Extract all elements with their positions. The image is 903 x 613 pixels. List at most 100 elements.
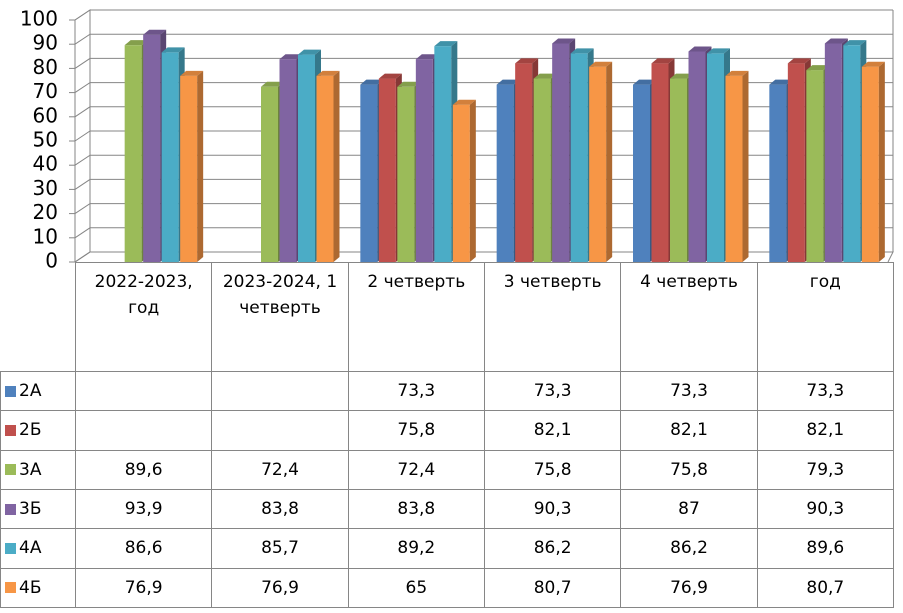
table-cell (211, 410, 349, 451)
table-header: 3 четверть (484, 262, 622, 372)
bar-face (670, 73, 693, 79)
bar (861, 61, 885, 263)
bar-face (688, 46, 712, 52)
y-tick-label: 30 (33, 176, 58, 200)
legend-swatch (5, 385, 16, 397)
bar-face (533, 78, 551, 263)
bar-face (333, 70, 340, 262)
y-tick-label: 80 (33, 55, 58, 79)
legend-swatch (5, 464, 16, 476)
table-cell: 87 (620, 489, 758, 530)
table-cell: 75,8 (347, 410, 485, 451)
legend-swatch (5, 503, 16, 515)
bar (725, 70, 749, 262)
bar-face (298, 49, 321, 55)
grid-line (74, 130, 893, 142)
table-cell (75, 410, 213, 451)
table-cell: 90,3 (756, 489, 894, 530)
legend-cell: 4Б (0, 567, 76, 608)
table-cell (75, 371, 213, 412)
bar-face (452, 99, 476, 105)
legend-swatch (5, 582, 16, 594)
bar-face (397, 86, 415, 263)
bar-face (725, 70, 749, 76)
bar-face (787, 58, 811, 64)
bar-face (633, 84, 650, 262)
bar-face (725, 75, 743, 262)
table-cell: 82,1 (620, 410, 758, 451)
bar-face (261, 81, 284, 87)
legend-cell: 3А (0, 449, 76, 490)
bar-face (397, 81, 421, 87)
bar-face (496, 84, 514, 262)
legend-cell: 2Б (0, 410, 76, 451)
bar-face (180, 75, 198, 262)
bar-face (570, 53, 588, 263)
grid-line (74, 154, 893, 166)
table-cell: 86,2 (484, 528, 622, 569)
y-tick-label: 40 (33, 152, 58, 176)
bar (589, 61, 613, 263)
grid-line (74, 178, 893, 190)
table-cell: 90,3 (484, 489, 622, 530)
bar-face (670, 78, 687, 263)
bar-face (360, 79, 384, 85)
legend-cell: 4А (0, 528, 76, 569)
bar-face (878, 61, 885, 263)
table-cell: 82,1 (756, 410, 894, 451)
legend-cell: 3Б (0, 489, 76, 530)
y-tick-label: 20 (33, 200, 58, 224)
bar-face (707, 53, 724, 263)
bar (316, 70, 340, 262)
table-cell: 89,6 (75, 449, 213, 490)
bar-face (434, 41, 458, 47)
bar-face (861, 66, 879, 263)
bar-face (124, 40, 148, 46)
table-cell: 89,6 (756, 528, 894, 569)
grid-line (74, 33, 893, 45)
bar (180, 70, 204, 262)
bar-face (843, 40, 867, 46)
bar-face (861, 61, 885, 67)
table-cell: 76,9 (211, 567, 349, 608)
table-cell: 80,7 (484, 567, 622, 608)
bar-face (589, 61, 613, 67)
table-cell: 75,8 (620, 449, 758, 490)
bar-face (279, 54, 303, 60)
table-cell: 83,8 (211, 489, 349, 530)
bar-face (143, 34, 161, 263)
bar-face (769, 84, 787, 262)
legend-cell: 2А (0, 371, 76, 412)
table-cell: 73,3 (484, 371, 622, 412)
y-tick-label: 100 (20, 7, 58, 31)
bar-face (589, 66, 607, 263)
table-cell: 86,6 (75, 528, 213, 569)
bar-face (824, 43, 842, 262)
bar-face (415, 59, 433, 263)
grid-line (74, 251, 893, 263)
bar-face (452, 104, 470, 262)
bar-face (806, 65, 830, 71)
bar-face (552, 38, 576, 44)
bar-face (143, 29, 167, 35)
table-header: 2022-2023, год (75, 262, 213, 372)
table-cell: 82,1 (484, 410, 622, 451)
bar-face (197, 70, 204, 262)
legend-label: 3А (19, 459, 42, 480)
bar-face (806, 70, 824, 263)
bar-face (316, 70, 340, 76)
bar-face (298, 54, 315, 262)
bar-face (415, 54, 439, 60)
bar-face (633, 79, 656, 85)
bar-face (515, 58, 539, 64)
bar-face (261, 86, 278, 263)
grid-line (74, 203, 893, 215)
legend-swatch (5, 424, 16, 436)
bar-face (606, 61, 613, 263)
grid-line (74, 106, 893, 118)
table-cell: 73,3 (756, 371, 894, 412)
bar-face (161, 52, 179, 262)
grid-line (74, 227, 893, 239)
